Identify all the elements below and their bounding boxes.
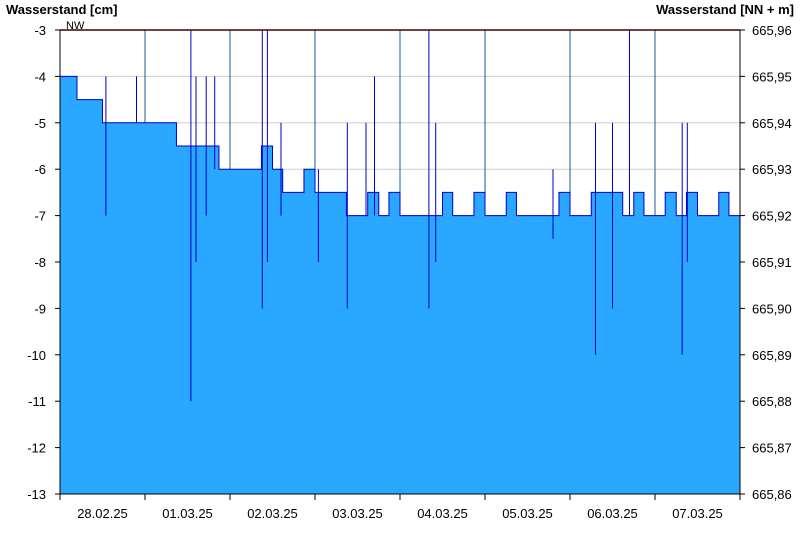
tick-label-left: -6 [34, 162, 46, 177]
tick-label-x: 04.03.25 [417, 506, 468, 521]
tick-label-right: 665,88 [752, 394, 792, 409]
tick-label-right: 665,93 [752, 162, 792, 177]
tick-label-right: 665,89 [752, 348, 792, 363]
tick-label-x: 06.03.25 [587, 506, 638, 521]
tick-label-left: -7 [34, 209, 46, 224]
data-area [60, 30, 740, 495]
tick-label-right: 665,95 [752, 69, 792, 84]
tick-label-right: 665,92 [752, 209, 792, 224]
tick-label-left: -13 [27, 487, 46, 502]
tick-label-left: -11 [28, 394, 46, 409]
tick-label-x: 01.03.25 [162, 506, 213, 521]
tick-label-x: 05.03.25 [502, 506, 553, 521]
tick-label-right: 665,96 [752, 23, 792, 38]
tick-label-left: -9 [34, 301, 46, 316]
tick-label-right: 665,94 [752, 116, 792, 131]
tick-label-left: -3 [34, 23, 46, 38]
nw-label: NW [66, 20, 85, 32]
y-axis-left-label: Wasserstand [cm] [6, 2, 118, 17]
tick-label-x: 02.03.25 [247, 506, 298, 521]
tick-label-right: 665,86 [752, 487, 792, 502]
tick-label-right: 665,90 [752, 301, 792, 316]
tick-label-x: 03.03.25 [332, 506, 383, 521]
tick-label-left: -10 [27, 348, 46, 363]
y-axis-right-label: Wasserstand [NN + m] [656, 2, 794, 17]
water-level-line [60, 75, 740, 217]
tick-label-left: -5 [34, 116, 46, 131]
tick-label-right: 665,87 [752, 441, 792, 456]
tick-label-x: 28.02.25 [77, 506, 128, 521]
water-level-area [60, 76, 740, 495]
axes: -3 665,96 -4 665,95 -5 665,94 -6 665,93 -7 665,92… [27, 23, 792, 521]
tick-label-right: 665,91 [752, 255, 792, 270]
tick-label-left: -4 [34, 69, 46, 84]
tick-label-left: -8 [34, 255, 46, 270]
tick-label-x: 07.03.25 [672, 506, 723, 521]
tick-label-left: -12 [27, 441, 46, 456]
